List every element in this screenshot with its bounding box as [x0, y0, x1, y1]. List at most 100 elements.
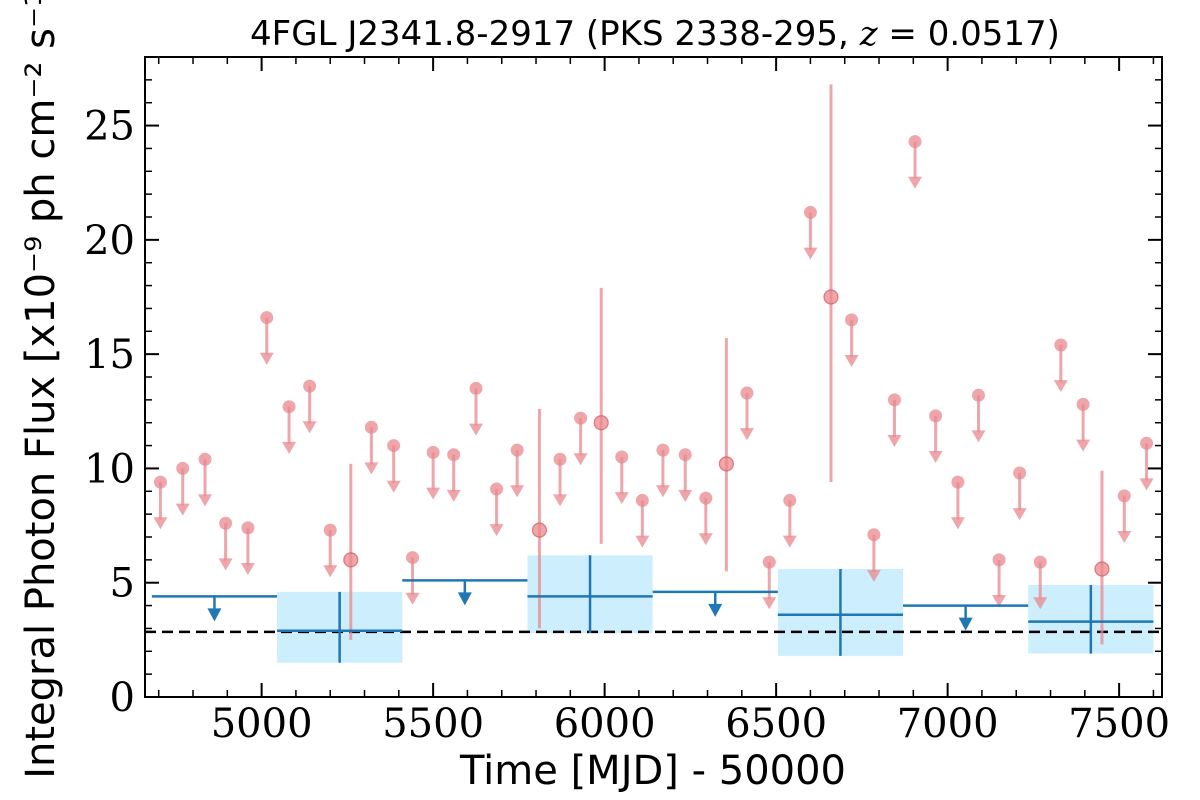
upper-limit-point — [951, 475, 965, 489]
upper-limit-arrowhead — [866, 569, 881, 582]
upper-limit-point — [1033, 555, 1047, 569]
y-axis-label: Integral Photon Flux [x10⁻⁹ ph cm⁻² s⁻¹] — [18, 0, 64, 779]
detection-point — [718, 456, 734, 472]
upper-limit-arrowhead — [1053, 380, 1068, 393]
upper-limit-arrowhead — [405, 592, 420, 605]
upper-limit-arrowhead — [614, 492, 629, 505]
upper-limit-arrowhead — [928, 451, 943, 463]
upper-limit-point — [510, 443, 524, 457]
upper-limit-arrowhead — [553, 494, 568, 507]
upper-limit-arrowhead — [1076, 439, 1091, 452]
upper-limit-point — [1117, 489, 1131, 503]
upper-limit-point — [762, 555, 776, 569]
upper-limit-arrowhead — [762, 597, 777, 610]
upper-limit-point — [635, 493, 649, 507]
upper-limit-arrowhead — [1012, 508, 1027, 521]
upper-limit-point — [241, 521, 255, 535]
upper-limit-arrowhead — [302, 421, 317, 434]
upper-limit-point — [887, 393, 901, 407]
upper-limit-arrowhead — [908, 176, 923, 189]
upper-limit-arrowhead — [175, 503, 190, 516]
detection-point — [343, 552, 359, 568]
upper-limit-point — [426, 445, 440, 459]
upper-limit-point — [153, 475, 167, 489]
upper-limit-arrowhead — [782, 535, 797, 548]
upper-limit-point — [469, 381, 483, 395]
upper-limit-arrowhead — [635, 535, 650, 548]
x-tick-label: 7500 — [1068, 701, 1170, 747]
y-tick-label: 5 — [110, 561, 135, 607]
upper-limit-point — [303, 379, 317, 393]
upper-limit-point — [783, 493, 797, 507]
x-tick-label: 6000 — [554, 701, 656, 747]
detection-point — [593, 415, 609, 431]
detection-point — [1094, 561, 1110, 577]
upper-limit-arrowhead — [678, 489, 693, 502]
upper-limit-arrowhead — [739, 428, 754, 441]
upper-limit-point — [803, 205, 817, 219]
long-upper-limit-arrowhead — [207, 608, 222, 622]
upper-limit-arrowhead — [240, 563, 255, 575]
upper-limit-arrowhead — [323, 565, 338, 578]
detection-point — [531, 522, 548, 538]
upper-limit-arrowhead — [887, 435, 902, 447]
upper-limit-arrowhead — [153, 517, 168, 530]
x-tick-label: 5500 — [382, 701, 484, 747]
long-upper-limit-arrowhead — [708, 603, 723, 617]
upper-limit-point — [971, 388, 985, 402]
upper-limit-point — [678, 448, 692, 462]
upper-limit-arrowhead — [218, 558, 233, 571]
y-tick-label: 15 — [84, 332, 135, 378]
upper-limit-arrowhead — [698, 533, 713, 546]
upper-limit-arrowhead — [426, 487, 441, 500]
x-tick-label: 7000 — [897, 701, 999, 747]
upper-limit-arrowhead — [489, 524, 504, 537]
upper-limit-point — [867, 528, 881, 542]
x-axis-label: Time [MJD] - 50000 — [459, 748, 846, 794]
upper-limit-arrowhead — [386, 480, 401, 493]
y-tick-label: 0 — [110, 675, 135, 721]
upper-limit-point — [992, 553, 1006, 567]
upper-limit-arrowhead — [655, 485, 670, 498]
upper-limit-point — [282, 400, 296, 414]
upper-limit-point — [364, 420, 378, 434]
upper-limit-point — [699, 491, 713, 505]
chart-title: 4FGL J2341.8-2917 (PKS 2338-295, z = 0.0… — [250, 14, 1060, 54]
upper-limit-point — [406, 551, 420, 565]
upper-limit-arrowhead — [844, 355, 859, 367]
upper-limit-point — [1076, 397, 1090, 411]
upper-limit-arrowhead — [1033, 597, 1048, 610]
upper-limit-arrowhead — [468, 423, 483, 436]
upper-limit-point — [656, 443, 670, 457]
upper-limit-point — [219, 516, 233, 530]
upper-limit-point — [323, 523, 337, 537]
upper-limit-arrowhead — [282, 441, 297, 454]
upper-limit-arrowhead — [573, 453, 588, 466]
upper-limit-arrowhead — [992, 595, 1007, 607]
upper-limit-arrowhead — [364, 462, 379, 475]
upper-limit-point — [198, 452, 212, 466]
plot-area — [145, 84, 1162, 663]
upper-limit-arrowhead — [259, 352, 274, 365]
y-tick-label: 20 — [84, 218, 135, 264]
y-tick-label: 10 — [84, 446, 135, 492]
upper-limit-arrowhead — [950, 517, 965, 530]
detection-point — [823, 289, 839, 305]
long-upper-limit-arrowhead — [958, 617, 973, 631]
y-tick-label: 25 — [84, 104, 135, 150]
x-tick-label: 6500 — [725, 701, 827, 747]
upper-limit-point — [1054, 338, 1068, 352]
x-tick-label: 5000 — [211, 701, 313, 747]
upper-limit-point — [1013, 466, 1027, 480]
upper-limit-point — [1140, 436, 1154, 450]
upper-limit-point — [447, 448, 461, 462]
upper-limit-arrowhead — [1117, 531, 1132, 543]
axis-ticks: 5000 5500 6000 6500 7000 7500 0 5 10 15 20 25 — [84, 56, 1170, 747]
upper-limit-arrowhead — [510, 485, 525, 498]
upper-limit-arrowhead — [1139, 478, 1154, 491]
upper-limit-point — [260, 311, 274, 325]
upper-limit-point — [908, 135, 922, 149]
upper-limit-arrowhead — [803, 247, 818, 260]
upper-limit-point — [176, 461, 190, 475]
